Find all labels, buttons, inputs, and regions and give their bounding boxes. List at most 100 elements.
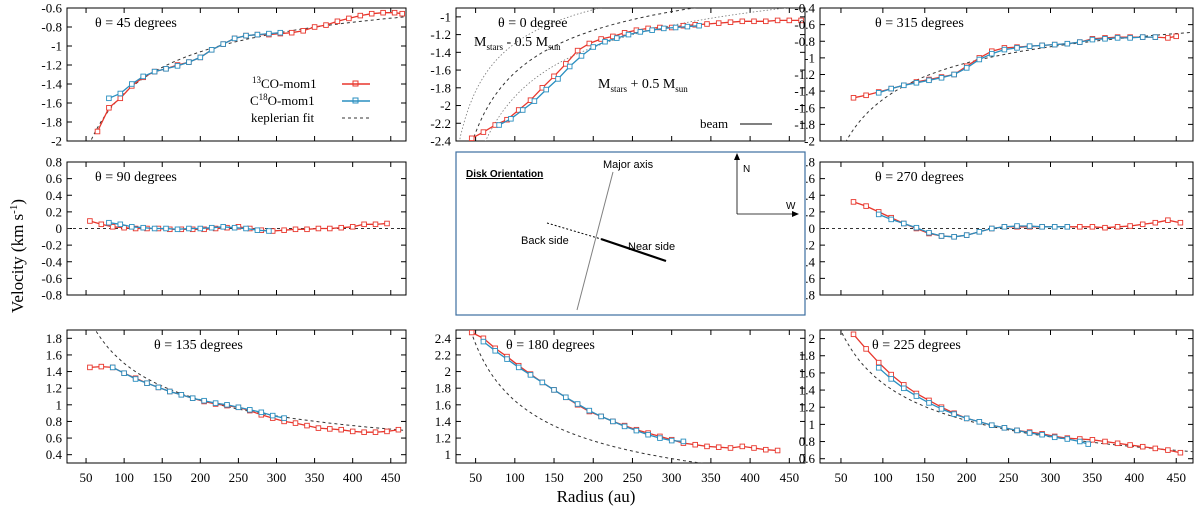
point-c18o [901, 220, 907, 227]
y-tick-label: 0 [809, 221, 816, 236]
point-c18o [989, 225, 995, 232]
panel-title: θ = 90 degrees [95, 170, 177, 185]
y-tick-label: 2.2 [435, 347, 451, 362]
legend-c18o-marker [352, 97, 359, 104]
y-tick-label: 1.4 [799, 383, 816, 398]
point-13co [751, 445, 757, 451]
point-13co [338, 224, 344, 231]
point-13co [1127, 442, 1133, 448]
point-c18o [1039, 224, 1045, 230]
point-13co [304, 422, 310, 429]
y-tick-label: 1 [809, 417, 816, 432]
y-tick-label: -0.6 [41, 1, 62, 16]
point-13co [1152, 219, 1159, 226]
y-tick-label: -1.4 [430, 45, 451, 60]
point-13co [292, 420, 299, 426]
point-13co [715, 444, 722, 450]
x-tick-label: 400 [1125, 470, 1145, 485]
y-tick-label: 1.4 [46, 364, 63, 379]
plot-area [840, 330, 1193, 456]
point-c18o [1085, 441, 1091, 447]
stars-plus-sub: stars [610, 84, 627, 94]
point-c18o [661, 25, 667, 32]
y-tick-label: -2 [440, 98, 451, 113]
plot-area [468, 330, 781, 463]
back-side-label: Back side [521, 235, 569, 247]
y-tick-label: 0.4 [46, 188, 63, 203]
point-13co [480, 129, 487, 135]
point-13co [300, 28, 306, 34]
point-13co [109, 224, 116, 230]
point-c18o [1102, 36, 1108, 42]
plot-area [90, 9, 406, 141]
point-c18o [106, 219, 112, 226]
point-c18o [151, 225, 158, 232]
x-tick-label: 150 [544, 470, 564, 485]
point-c18o [186, 59, 192, 65]
legend-kep-label: keplerian fit [251, 110, 315, 125]
point-c18o [254, 31, 261, 38]
point-c18o [121, 370, 127, 376]
point-c18o [1051, 224, 1058, 230]
point-c18o [976, 56, 983, 63]
panel-theta-90: -0.8 -0.6 -0.4-0.2 0 0.20.4 0.60.8 θ = 90 degr… [41, 155, 407, 303]
point-c18o [951, 234, 957, 240]
y-tick-label: -0.4 [794, 1, 815, 16]
point-c18o [243, 32, 249, 39]
panel-theta-135: 0.40.6 0.8 11.2 1.4 1.61.8 50 100 150 200 250 300 3… [46, 329, 407, 485]
point-c18o [625, 31, 632, 38]
point-13co [349, 428, 356, 435]
y-tick-label: -1.6 [794, 100, 815, 115]
point-c18o [875, 365, 882, 371]
point-13co [468, 135, 475, 141]
point-13co [334, 18, 341, 25]
point-c18o [1077, 438, 1083, 445]
point-c18o [649, 27, 655, 33]
point-13co [875, 359, 882, 366]
plot-area [459, 8, 804, 141]
stars-minus-mid: - 0.5 M [503, 35, 549, 50]
keplerian-fit-line [840, 330, 1193, 453]
keplerian-fit-line [472, 8, 697, 141]
point-13co [380, 9, 386, 16]
panel-theta-45: -2 -1.8 -1.6 -1.4 -1.2 -1 -0.8 -0.6 θ = 45 degre… [41, 1, 407, 149]
x-tick-label: 300 [267, 470, 287, 485]
point-c18o [657, 435, 663, 441]
legend-entry-c18o: C18O-mom1 [250, 92, 370, 108]
panel-title: θ = 135 degrees [154, 338, 243, 353]
point-c18o [637, 29, 644, 35]
y-tick-label: 0.8 [46, 155, 62, 170]
point-c18o [668, 437, 675, 444]
point-c18o [1001, 46, 1008, 53]
y-tick-label: -0.2 [41, 238, 62, 253]
point-13co [774, 447, 781, 454]
point-c18o [901, 385, 907, 392]
point-13co [395, 426, 402, 433]
point-13co [98, 221, 105, 228]
x-tick-label: 350 [1083, 470, 1103, 485]
point-13co [863, 346, 869, 352]
plot-area [820, 199, 1193, 240]
y-tick-label: 1 [445, 447, 452, 462]
x-tick-label: 150 [152, 470, 172, 485]
x-tick-label: 200 [583, 470, 603, 485]
series-c18o-line [108, 32, 281, 99]
point-c18o [1039, 431, 1045, 438]
point-13co [1102, 224, 1108, 231]
point-c18o [539, 379, 546, 386]
point-13co [468, 330, 475, 336]
point-c18o [531, 98, 538, 104]
point-c18o [129, 81, 135, 87]
point-c18o [247, 407, 253, 413]
point-c18o [951, 411, 957, 417]
point-13co [1127, 223, 1133, 229]
point-c18o [515, 364, 522, 371]
point-c18o [189, 395, 196, 401]
point-13co [1077, 224, 1083, 230]
point-c18o [1139, 34, 1146, 40]
x-axis-title: Radius (au) [557, 487, 636, 506]
point-13co [94, 128, 101, 135]
y-tick-label: -0.6 [41, 271, 62, 286]
y-axis-title-sup: -1 [8, 205, 20, 214]
